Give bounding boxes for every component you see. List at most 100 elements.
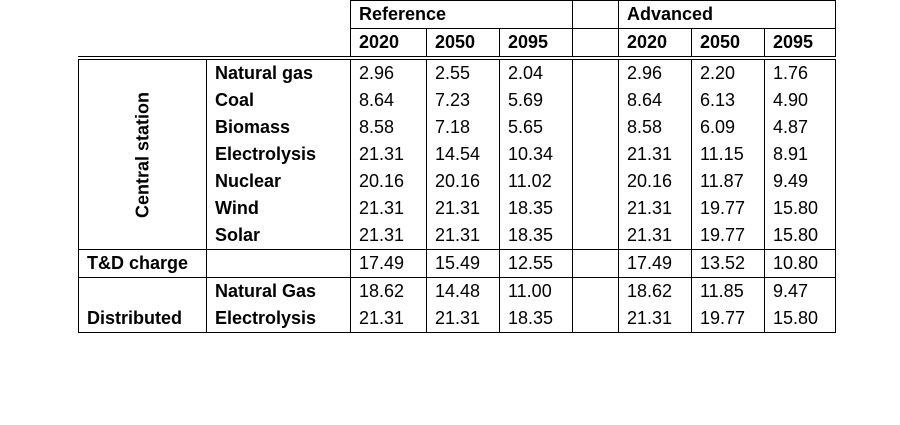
table-container: Reference Advanced 2020 2050 2095 2020 2… [78, 0, 836, 333]
value-cell: 2.20 [691, 58, 765, 87]
value-cell: 20.16 [618, 168, 692, 195]
row-label: Solar [206, 222, 351, 250]
table-row: Nuclear 20.16 20.16 11.02 20.16 11.87 9.… [79, 168, 836, 195]
table-row: Biomass 8.58 7.18 5.65 8.58 6.09 4.87 [79, 114, 836, 141]
table-row: Coal 8.64 7.23 5.69 8.64 6.13 4.90 [79, 87, 836, 114]
table-row: Central station Natural gas 2.96 2.55 2.… [78, 58, 836, 250]
header-row-years: 2020 2050 2095 2020 2050 2095 [78, 28, 836, 60]
value-cell: 18.62 [350, 277, 427, 305]
value-cell: 21.31 [618, 222, 692, 250]
spacer-cell [572, 277, 619, 305]
value-cell: 21.31 [426, 195, 500, 222]
value-cell: 9.49 [764, 168, 836, 195]
value-cell: 15.80 [764, 305, 836, 333]
value-cell: 18.35 [499, 195, 573, 222]
year-header: 2050 [691, 28, 765, 60]
row-label: Natural Gas [206, 277, 351, 305]
value-cell: 15.49 [426, 249, 500, 278]
table-row: Electrolysis 21.31 21.31 18.35 21.31 19.… [79, 305, 836, 333]
value-cell: 5.65 [499, 114, 573, 141]
value-cell: 12.55 [499, 249, 573, 278]
value-cell: 17.49 [350, 249, 427, 278]
value-cell: 6.09 [691, 114, 765, 141]
spacer-cell [572, 87, 619, 114]
year-header: 2020 [350, 28, 427, 60]
value-cell: 11.00 [499, 277, 573, 305]
value-cell: 6.13 [691, 87, 765, 114]
value-cell: 20.16 [426, 168, 500, 195]
value-cell: 18.35 [499, 305, 573, 333]
table-row: Solar 21.31 21.31 18.35 21.31 19.77 15.8… [79, 222, 836, 250]
spacer-cell [572, 305, 619, 333]
year-header: 2020 [618, 28, 692, 60]
central-station-label: Central station [132, 91, 152, 218]
value-cell: 21.31 [350, 141, 427, 168]
value-cell: 2.96 [618, 58, 692, 87]
value-cell: 11.15 [691, 141, 765, 168]
empty-header-cell [207, 1, 351, 29]
value-cell: 8.91 [764, 141, 836, 168]
value-cell: 8.58 [618, 114, 692, 141]
value-cell: 21.31 [350, 305, 427, 333]
year-header: 2095 [764, 28, 836, 60]
row-label: Biomass [206, 114, 351, 141]
central-station-group-cell: Central station [78, 58, 207, 250]
empty-header-cell [206, 28, 351, 60]
row-label: Electrolysis [206, 141, 351, 168]
value-cell: 2.96 [350, 58, 427, 87]
value-cell: 4.90 [764, 87, 836, 114]
year-header: 2095 [499, 28, 573, 60]
value-cell: 1.76 [764, 58, 836, 87]
table-row: Electrolysis 21.31 14.54 10.34 21.31 11.… [79, 141, 836, 168]
spacer-cell [572, 222, 619, 250]
value-cell: 18.62 [618, 277, 692, 305]
row-label: Nuclear [206, 168, 351, 195]
value-cell: 19.77 [691, 195, 765, 222]
value-cell: 14.48 [426, 277, 500, 305]
value-cell: 10.34 [499, 141, 573, 168]
header-row-scenarios: Reference Advanced [79, 0, 836, 29]
td-charge-label: T&D charge [78, 249, 207, 278]
year-header: 2050 [426, 28, 500, 60]
spacer-header-cell [572, 28, 619, 60]
table-row: Distributed Natural Gas 18.62 14.48 11.0… [78, 277, 836, 333]
value-cell: 19.77 [691, 305, 765, 333]
value-cell: 11.87 [691, 168, 765, 195]
value-cell: 5.69 [499, 87, 573, 114]
value-cell: 15.80 [764, 222, 836, 250]
spacer-cell [572, 58, 619, 87]
value-cell: 21.31 [426, 222, 500, 250]
value-cell: 21.31 [618, 195, 692, 222]
row-label: Natural gas [206, 58, 351, 87]
value-cell: 17.49 [618, 249, 692, 278]
value-cell: 21.31 [618, 141, 692, 168]
spacer-cell [572, 168, 619, 195]
value-cell: 2.55 [426, 58, 500, 87]
value-cell: 9.47 [764, 277, 836, 305]
advanced-header: Advanced [618, 0, 836, 29]
table-row-td-charge: T&D charge 17.49 15.49 12.55 17.49 13.52… [78, 249, 836, 278]
value-cell: 11.02 [499, 168, 573, 195]
value-cell: 21.31 [350, 222, 427, 250]
row-label-empty [206, 249, 351, 278]
empty-header-cell [78, 28, 207, 60]
value-cell: 20.16 [350, 168, 427, 195]
value-cell: 7.18 [426, 114, 500, 141]
spacer-cell [572, 141, 619, 168]
value-cell: 21.31 [618, 305, 692, 333]
cost-table: Reference Advanced 2020 2050 2095 2020 2… [78, 0, 836, 333]
reference-header: Reference [350, 0, 573, 29]
value-cell: 19.77 [691, 222, 765, 250]
value-cell: 15.80 [764, 195, 836, 222]
value-cell: 18.35 [499, 222, 573, 250]
value-cell: 2.04 [499, 58, 573, 87]
table-row: Wind 21.31 21.31 18.35 21.31 19.77 15.80 [79, 195, 836, 222]
value-cell: 8.58 [350, 114, 427, 141]
value-cell: 4.87 [764, 114, 836, 141]
value-cell: 7.23 [426, 87, 500, 114]
row-label: Coal [206, 87, 351, 114]
spacer-header-cell [572, 0, 619, 29]
value-cell: 8.64 [618, 87, 692, 114]
spacer-cell [572, 114, 619, 141]
empty-header-cell [79, 1, 207, 29]
